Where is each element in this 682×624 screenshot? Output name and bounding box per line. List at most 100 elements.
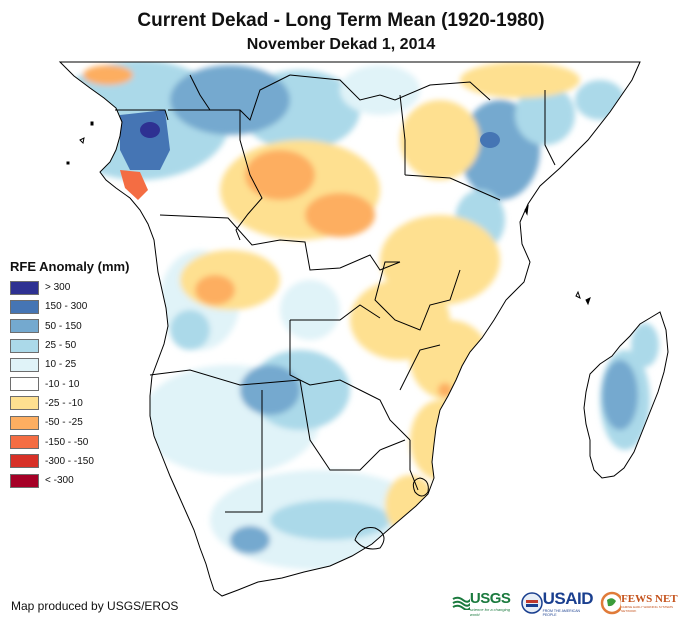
usgs-wave-icon (452, 596, 470, 610)
usaid-seal-icon (521, 592, 543, 614)
legend-swatch (10, 357, 39, 372)
map-credit: Map produced by USGS/EROS (11, 599, 179, 613)
eswatini-border (412, 477, 429, 497)
border (399, 344, 441, 391)
border (225, 390, 263, 513)
anomaly-patch (631, 323, 659, 367)
legend-swatch (10, 396, 39, 411)
legend-item: -150 - -50 (10, 432, 129, 451)
border (374, 261, 461, 331)
fewsnet-logo: FEWS NET FAMINE EARLY WARNING SYSTEMS NE… (600, 591, 682, 615)
border (159, 214, 401, 271)
anomaly-patch (480, 132, 500, 148)
legend-title: RFE Anomaly (mm) (10, 259, 130, 274)
usgs-logo: USGS science for a changing world (452, 590, 515, 617)
legend-label: < -300 (45, 475, 74, 487)
legend-label: 10 - 25 (45, 359, 77, 371)
island (79, 137, 85, 145)
legend-swatch (10, 280, 39, 295)
border (399, 94, 406, 175)
anomaly-patch (240, 365, 300, 415)
fewsnet-wordmark: FEWS NET (621, 593, 678, 605)
legend-label: 150 - 300 (45, 301, 88, 313)
border (299, 379, 406, 471)
legend-item: -50 - -25 (10, 413, 129, 432)
usgs-wordmark: USGS (469, 589, 511, 607)
fewsnet-globe-icon (600, 591, 622, 615)
island (575, 290, 581, 299)
border (289, 320, 411, 441)
legend-item: < -300 (10, 471, 129, 490)
anomaly-patch (120, 170, 148, 200)
legend-item: > 300 (10, 278, 129, 297)
border (290, 304, 381, 321)
border (544, 90, 556, 166)
legend-swatch (10, 338, 39, 353)
border (168, 74, 291, 121)
anomaly-patch (280, 280, 340, 340)
anomaly-patch (460, 62, 580, 98)
legend-item: -300 - -150 (10, 452, 129, 471)
usaid-wordmark: USAID (542, 589, 594, 608)
island (66, 161, 70, 165)
anomaly-patch (270, 500, 390, 540)
legend: RFE Anomaly (mm) > 300 150 - 300 50 - 150 2… (10, 259, 129, 490)
legend-swatch (10, 473, 39, 488)
anomaly-patch (180, 250, 280, 310)
country-borders (59, 61, 669, 597)
anomaly-patch (400, 100, 480, 180)
partner-logos: USGS science for a changing world USAID … (452, 586, 682, 620)
legend-swatch (10, 377, 39, 392)
islands (66, 121, 591, 306)
legend-label: -300 - -150 (45, 455, 94, 467)
island (90, 121, 94, 126)
anomaly-patch (120, 110, 170, 170)
anomaly-patch (230, 526, 270, 554)
island (524, 204, 529, 216)
legend-item: 150 - 300 (10, 297, 129, 316)
border (149, 369, 301, 386)
anomaly-patch (480, 345, 500, 365)
legend-item: -10 - 10 (10, 374, 129, 393)
legend-swatch (10, 299, 39, 314)
legend-swatch (10, 454, 39, 469)
usgs-tagline: science for a changing world (469, 606, 510, 617)
legend-label: -50 - -25 (45, 417, 83, 429)
anomaly-patch (438, 383, 452, 397)
legend-label: > 300 (45, 282, 71, 294)
legend-item: 25 - 50 (10, 336, 129, 355)
border (115, 109, 169, 121)
usaid-tagline: FROM THE AMERICAN PEOPLE (542, 609, 581, 617)
border (235, 110, 263, 241)
anomaly-patch (340, 65, 420, 115)
anomaly-patch (195, 275, 235, 305)
border (409, 440, 419, 491)
anomaly-patch (305, 193, 375, 237)
usaid-logo: USAID FROM THE AMERICAN PEOPLE (521, 589, 594, 617)
map-title: Current Dekad - Long Term Mean (1920-198… (137, 10, 545, 31)
legend-swatch (10, 415, 39, 430)
island (585, 297, 591, 306)
map-subtitle: November Dekad 1, 2014 (246, 36, 436, 53)
legend-label: -150 - -50 (45, 436, 89, 448)
fewsnet-tagline: FAMINE EARLY WARNING SYSTEMS NETWORK (621, 605, 674, 613)
border (404, 174, 501, 201)
legend-item: 10 - 25 (10, 355, 129, 374)
anomaly-patch (170, 65, 290, 135)
legend-swatch (10, 319, 39, 334)
anomaly-patch (140, 122, 160, 138)
legend-label: -25 - -10 (45, 397, 83, 409)
anomaly-patch (170, 310, 210, 350)
legend-label: 25 - 50 (45, 340, 77, 352)
rainfall-anomaly-map (59, 61, 669, 597)
anomaly-patch (602, 360, 638, 430)
anomaly-patch (575, 80, 625, 120)
border (289, 74, 491, 101)
legend-label: -10 - 10 (45, 378, 80, 390)
anomaly-patch (83, 65, 133, 85)
border (189, 74, 211, 111)
legend-item: -25 - -10 (10, 394, 129, 413)
legend-label: 50 - 150 (45, 320, 82, 332)
lesotho-border (354, 527, 385, 550)
anomaly-patch (245, 150, 315, 200)
